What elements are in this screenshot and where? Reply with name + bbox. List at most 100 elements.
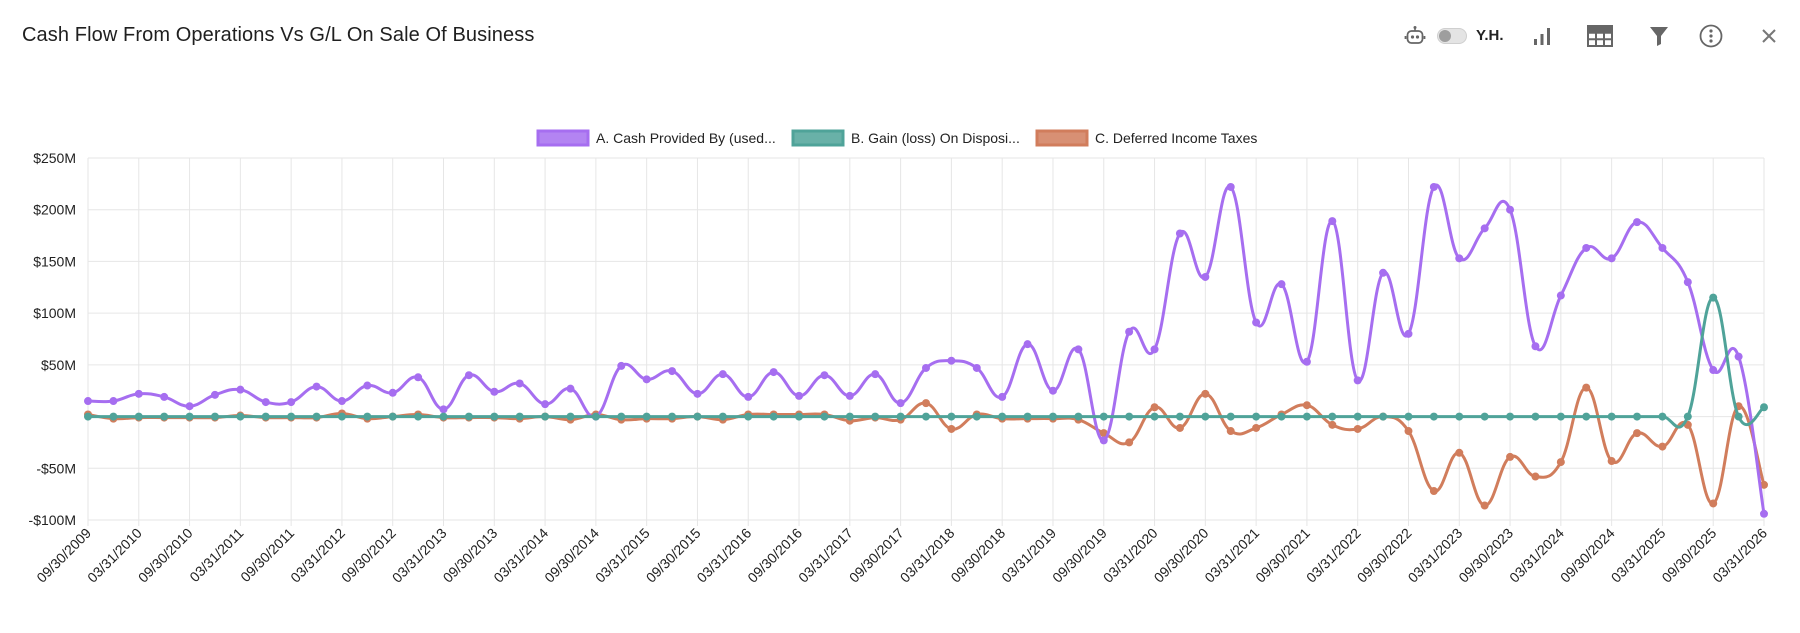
data-point	[414, 412, 423, 421]
data-point	[1607, 457, 1616, 466]
data-point	[871, 370, 880, 379]
data-point	[769, 412, 778, 421]
data-point	[1175, 229, 1184, 238]
data-point	[591, 412, 600, 421]
y-tick-label: $200M	[33, 202, 76, 218]
data-point	[642, 375, 651, 384]
data-point	[1658, 442, 1667, 451]
series-b	[84, 293, 1768, 429]
data-point	[287, 412, 296, 421]
data-point	[1556, 412, 1565, 421]
data-point	[1201, 272, 1210, 281]
y-tick-label: -$100M	[29, 512, 76, 528]
data-point	[972, 363, 981, 372]
data-point	[1353, 424, 1362, 433]
data-point	[1048, 386, 1057, 395]
data-point	[795, 412, 804, 421]
data-point	[1633, 429, 1642, 438]
data-point	[261, 412, 270, 421]
data-point	[1760, 480, 1768, 489]
data-point	[1150, 345, 1159, 354]
data-point	[84, 397, 92, 406]
data-point	[541, 400, 550, 409]
data-point	[490, 412, 499, 421]
data-point	[312, 412, 321, 421]
series-a	[84, 182, 1768, 518]
data-point	[1455, 448, 1464, 457]
data-point	[1252, 412, 1261, 421]
data-point	[1429, 412, 1438, 421]
bar-chart-icon[interactable]	[1529, 18, 1555, 54]
data-point	[236, 412, 245, 421]
y-tick-label: -$50M	[36, 460, 76, 476]
data-point	[1404, 329, 1413, 338]
data-point	[693, 412, 702, 421]
robot-icon[interactable]	[1401, 18, 1429, 54]
data-point	[1226, 182, 1235, 191]
x-tick-label: 03/31/2026	[1709, 525, 1770, 586]
data-point	[1607, 412, 1616, 421]
data-point	[261, 398, 270, 407]
data-point	[1074, 412, 1083, 421]
data-point	[1201, 412, 1210, 421]
data-point	[1328, 420, 1337, 429]
filter-icon[interactable]	[1646, 18, 1672, 54]
data-point	[439, 405, 448, 414]
data-point	[1125, 327, 1134, 336]
data-point	[1658, 412, 1667, 421]
data-point	[642, 412, 651, 421]
toggle-switch[interactable]	[1437, 28, 1467, 44]
data-point	[1302, 357, 1311, 366]
data-point	[185, 402, 194, 411]
data-point	[1074, 345, 1083, 354]
data-point	[490, 387, 499, 396]
data-point	[1633, 412, 1642, 421]
more-options-icon[interactable]	[1697, 18, 1725, 54]
legend: A. Cash Provided By (used... B. Gain (los…	[536, 129, 1257, 147]
data-point	[693, 389, 702, 398]
data-point	[1709, 499, 1718, 508]
data-point	[1252, 318, 1261, 327]
data-point	[84, 412, 92, 421]
data-point	[1150, 412, 1159, 421]
data-point	[1353, 376, 1362, 385]
data-point	[1099, 412, 1108, 421]
data-point	[541, 412, 550, 421]
data-point	[845, 391, 854, 400]
data-point	[668, 367, 677, 376]
data-point	[1099, 436, 1108, 445]
data-point	[1302, 412, 1311, 421]
data-point	[210, 412, 219, 421]
data-point	[210, 390, 219, 399]
data-point	[1531, 412, 1540, 421]
data-point	[566, 384, 575, 393]
data-point	[1328, 217, 1337, 226]
data-point	[1404, 412, 1413, 421]
data-point	[1709, 366, 1718, 375]
data-point	[1658, 243, 1667, 252]
chart-header: Cash Flow From Operations Vs G/L On Sale…	[0, 0, 1800, 74]
close-icon[interactable]	[1757, 18, 1781, 54]
data-point	[566, 412, 575, 421]
y-tick-label: $50M	[41, 357, 76, 373]
data-point	[922, 412, 930, 421]
data-point	[515, 412, 524, 421]
series-line	[87, 296, 1765, 429]
data-point	[1455, 412, 1464, 421]
data-point	[1277, 280, 1286, 289]
data-point	[744, 392, 753, 401]
data-point	[1099, 429, 1108, 438]
toggle-knob	[1439, 30, 1451, 42]
data-point	[363, 381, 372, 390]
y-tick-label: $100M	[33, 305, 76, 321]
grid-icon[interactable]	[1585, 18, 1615, 54]
data-point	[287, 398, 296, 407]
data-point	[134, 389, 143, 398]
data-point	[744, 412, 753, 421]
data-point	[1328, 412, 1337, 421]
data-point	[439, 412, 448, 421]
grid-lines	[87, 157, 1765, 526]
data-point	[1506, 205, 1515, 214]
data-point	[718, 412, 727, 421]
y-tick-label: $150M	[33, 253, 76, 269]
